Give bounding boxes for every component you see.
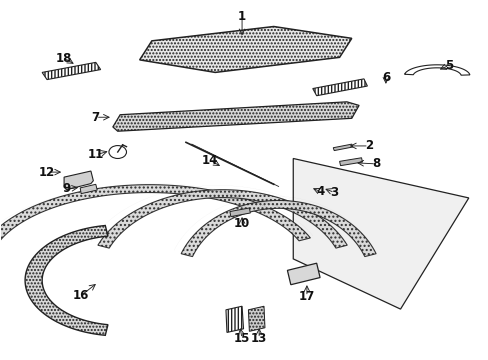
Polygon shape [312, 79, 366, 96]
Text: 13: 13 [250, 332, 267, 345]
Polygon shape [339, 158, 362, 166]
Polygon shape [64, 171, 93, 190]
Polygon shape [229, 208, 250, 217]
Polygon shape [113, 102, 358, 131]
Text: 18: 18 [56, 51, 72, 64]
Text: 8: 8 [371, 157, 380, 170]
Polygon shape [225, 306, 243, 332]
Text: 9: 9 [62, 183, 70, 195]
Text: 4: 4 [315, 185, 324, 198]
Text: 10: 10 [233, 216, 250, 230]
Circle shape [313, 182, 320, 187]
Polygon shape [332, 144, 352, 150]
Text: 16: 16 [73, 289, 89, 302]
Polygon shape [404, 65, 469, 75]
Text: 14: 14 [202, 154, 218, 167]
Text: 12: 12 [39, 166, 55, 179]
Text: 15: 15 [233, 332, 250, 345]
Text: 6: 6 [381, 71, 389, 84]
Text: 7: 7 [92, 111, 100, 124]
Text: 17: 17 [298, 290, 314, 303]
Polygon shape [293, 158, 468, 309]
Polygon shape [42, 62, 101, 80]
Polygon shape [287, 263, 320, 285]
Text: 2: 2 [364, 139, 372, 152]
Polygon shape [181, 201, 375, 257]
Polygon shape [25, 225, 108, 335]
Circle shape [321, 185, 328, 190]
Text: 1: 1 [238, 10, 245, 23]
Polygon shape [0, 185, 310, 241]
Polygon shape [80, 184, 97, 194]
Polygon shape [248, 306, 264, 331]
Text: 5: 5 [444, 59, 452, 72]
Text: 3: 3 [330, 186, 338, 199]
Polygon shape [140, 27, 351, 72]
Polygon shape [98, 190, 346, 248]
Text: 11: 11 [87, 148, 103, 161]
